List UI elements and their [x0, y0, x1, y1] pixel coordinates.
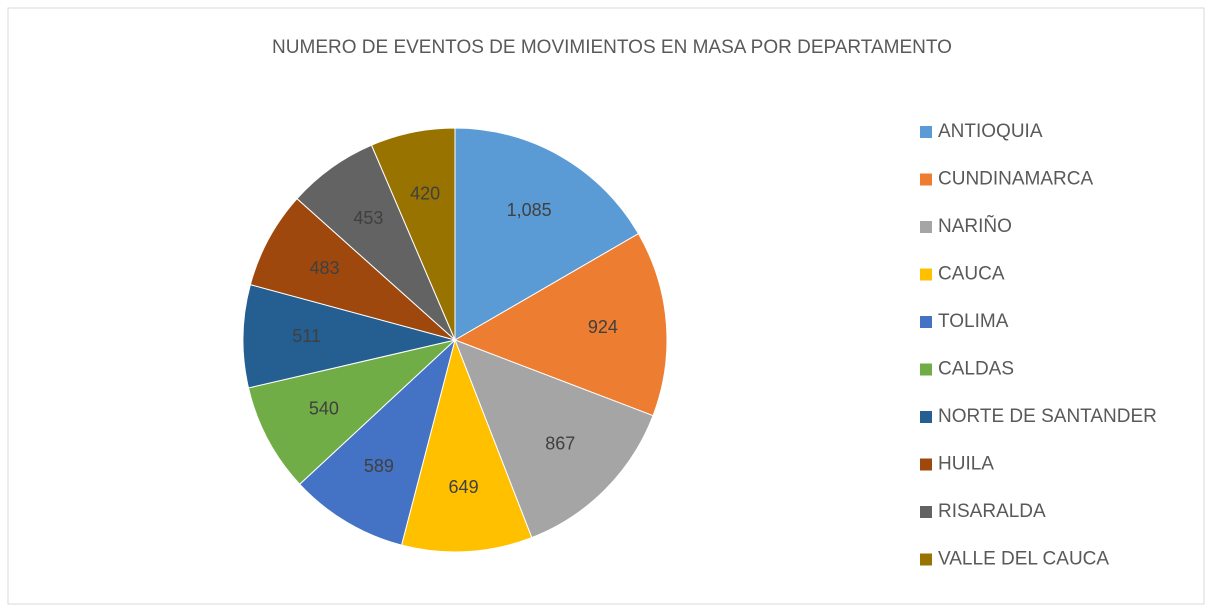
- legend-label: CAUCA: [938, 264, 1005, 285]
- legend-swatch: [920, 268, 932, 281]
- pie-slice: [454, 127, 640, 341]
- legend-swatch: [920, 411, 932, 423]
- legend-swatch: [920, 553, 932, 566]
- legend-label: NORTE DE SANTANDER: [938, 406, 1157, 427]
- data-label: 1,085: [507, 200, 552, 220]
- pie-slice: [298, 338, 456, 546]
- pie-slice: [370, 127, 456, 341]
- pie-slice: [454, 339, 654, 539]
- legend-label: HUILA: [938, 454, 994, 475]
- legend-label: TOLIMA: [938, 311, 1009, 332]
- data-label: 483: [310, 258, 340, 278]
- legend-swatch: [920, 458, 932, 471]
- legend-swatch: [920, 173, 932, 186]
- data-label: 649: [449, 477, 479, 497]
- pie-slice: [400, 338, 533, 553]
- data-label: 540: [309, 398, 339, 418]
- legend-swatch: [920, 363, 932, 376]
- data-label: 589: [364, 456, 394, 476]
- legend-label: NARIÑO: [938, 215, 1012, 237]
- pie-slice: [453, 232, 668, 417]
- chart-title: NUMERO DE EVENTOS DE MOVIMIENTOS EN MASA…: [272, 37, 952, 58]
- legend-label: CUNDINAMARCA: [938, 169, 1094, 190]
- legend-swatch: [920, 316, 932, 328]
- legend-label: VALLE DEL CAUCA: [938, 549, 1109, 570]
- data-label: 453: [353, 208, 383, 228]
- legend-label: CALDAS: [938, 359, 1014, 380]
- data-label: 420: [410, 183, 440, 203]
- pie-slice: [242, 284, 456, 389]
- legend-label: ANTIOQUIA: [938, 121, 1043, 142]
- legend-swatch: [920, 126, 932, 138]
- data-label: 511: [292, 326, 321, 346]
- data-label: 867: [545, 433, 575, 453]
- pie-slice: [249, 197, 456, 341]
- legend-label: RISARALDA: [938, 501, 1046, 522]
- legend-swatch: [920, 221, 932, 233]
- legend-swatch: [920, 506, 932, 518]
- data-label: 924: [588, 317, 618, 337]
